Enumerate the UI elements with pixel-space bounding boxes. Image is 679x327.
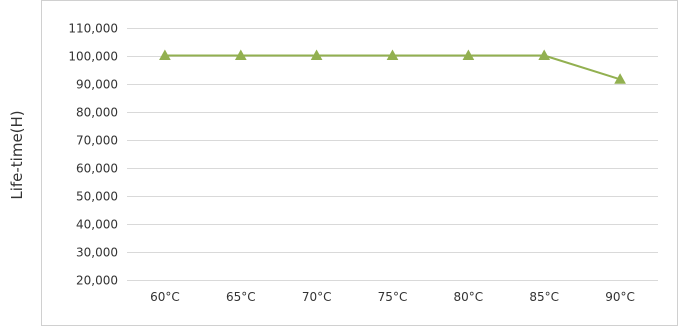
data-point-marker (159, 49, 171, 60)
y-tick-label: 50,000 (76, 190, 118, 204)
x-tick-label: 85°C (529, 290, 559, 304)
data-point-marker (614, 73, 626, 84)
data-point-marker (538, 49, 551, 60)
series-layer (159, 49, 626, 84)
y-tick-label: 90,000 (76, 78, 118, 92)
y-tick-label: 100,000 (68, 50, 118, 64)
data-point-marker (462, 49, 475, 60)
x-tick-label: 75°C (378, 290, 408, 304)
y-tick-label: 110,000 (68, 22, 118, 36)
x-tick-label: 60°C (150, 290, 180, 304)
chart-frame (41, 0, 678, 326)
y-tick-label: 60,000 (76, 162, 118, 176)
y-axis-title: Life-time(H) (8, 110, 26, 199)
x-tick-label: 80°C (454, 290, 484, 304)
x-tick-label: 90°C (605, 290, 635, 304)
data-point-marker (386, 49, 399, 60)
data-point-marker (310, 49, 323, 60)
y-tick-label: 80,000 (76, 106, 118, 120)
x-tick-labels: 60°C 65°C 70°C 75°C 80°C 85°C 90°C (150, 290, 635, 304)
x-tick-label: 70°C (302, 290, 332, 304)
y-tick-label: 70,000 (76, 134, 118, 148)
data-point-marker (234, 49, 247, 60)
x-tick-label: 65°C (226, 290, 256, 304)
y-tick-label: 40,000 (76, 218, 118, 232)
y-tick-label: 20,000 (76, 274, 118, 288)
y-tick-labels: 20,000 30,000 40,000 50,000 60,000 70,000 80,0… (68, 22, 118, 288)
y-tick-label: 30,000 (76, 246, 118, 260)
